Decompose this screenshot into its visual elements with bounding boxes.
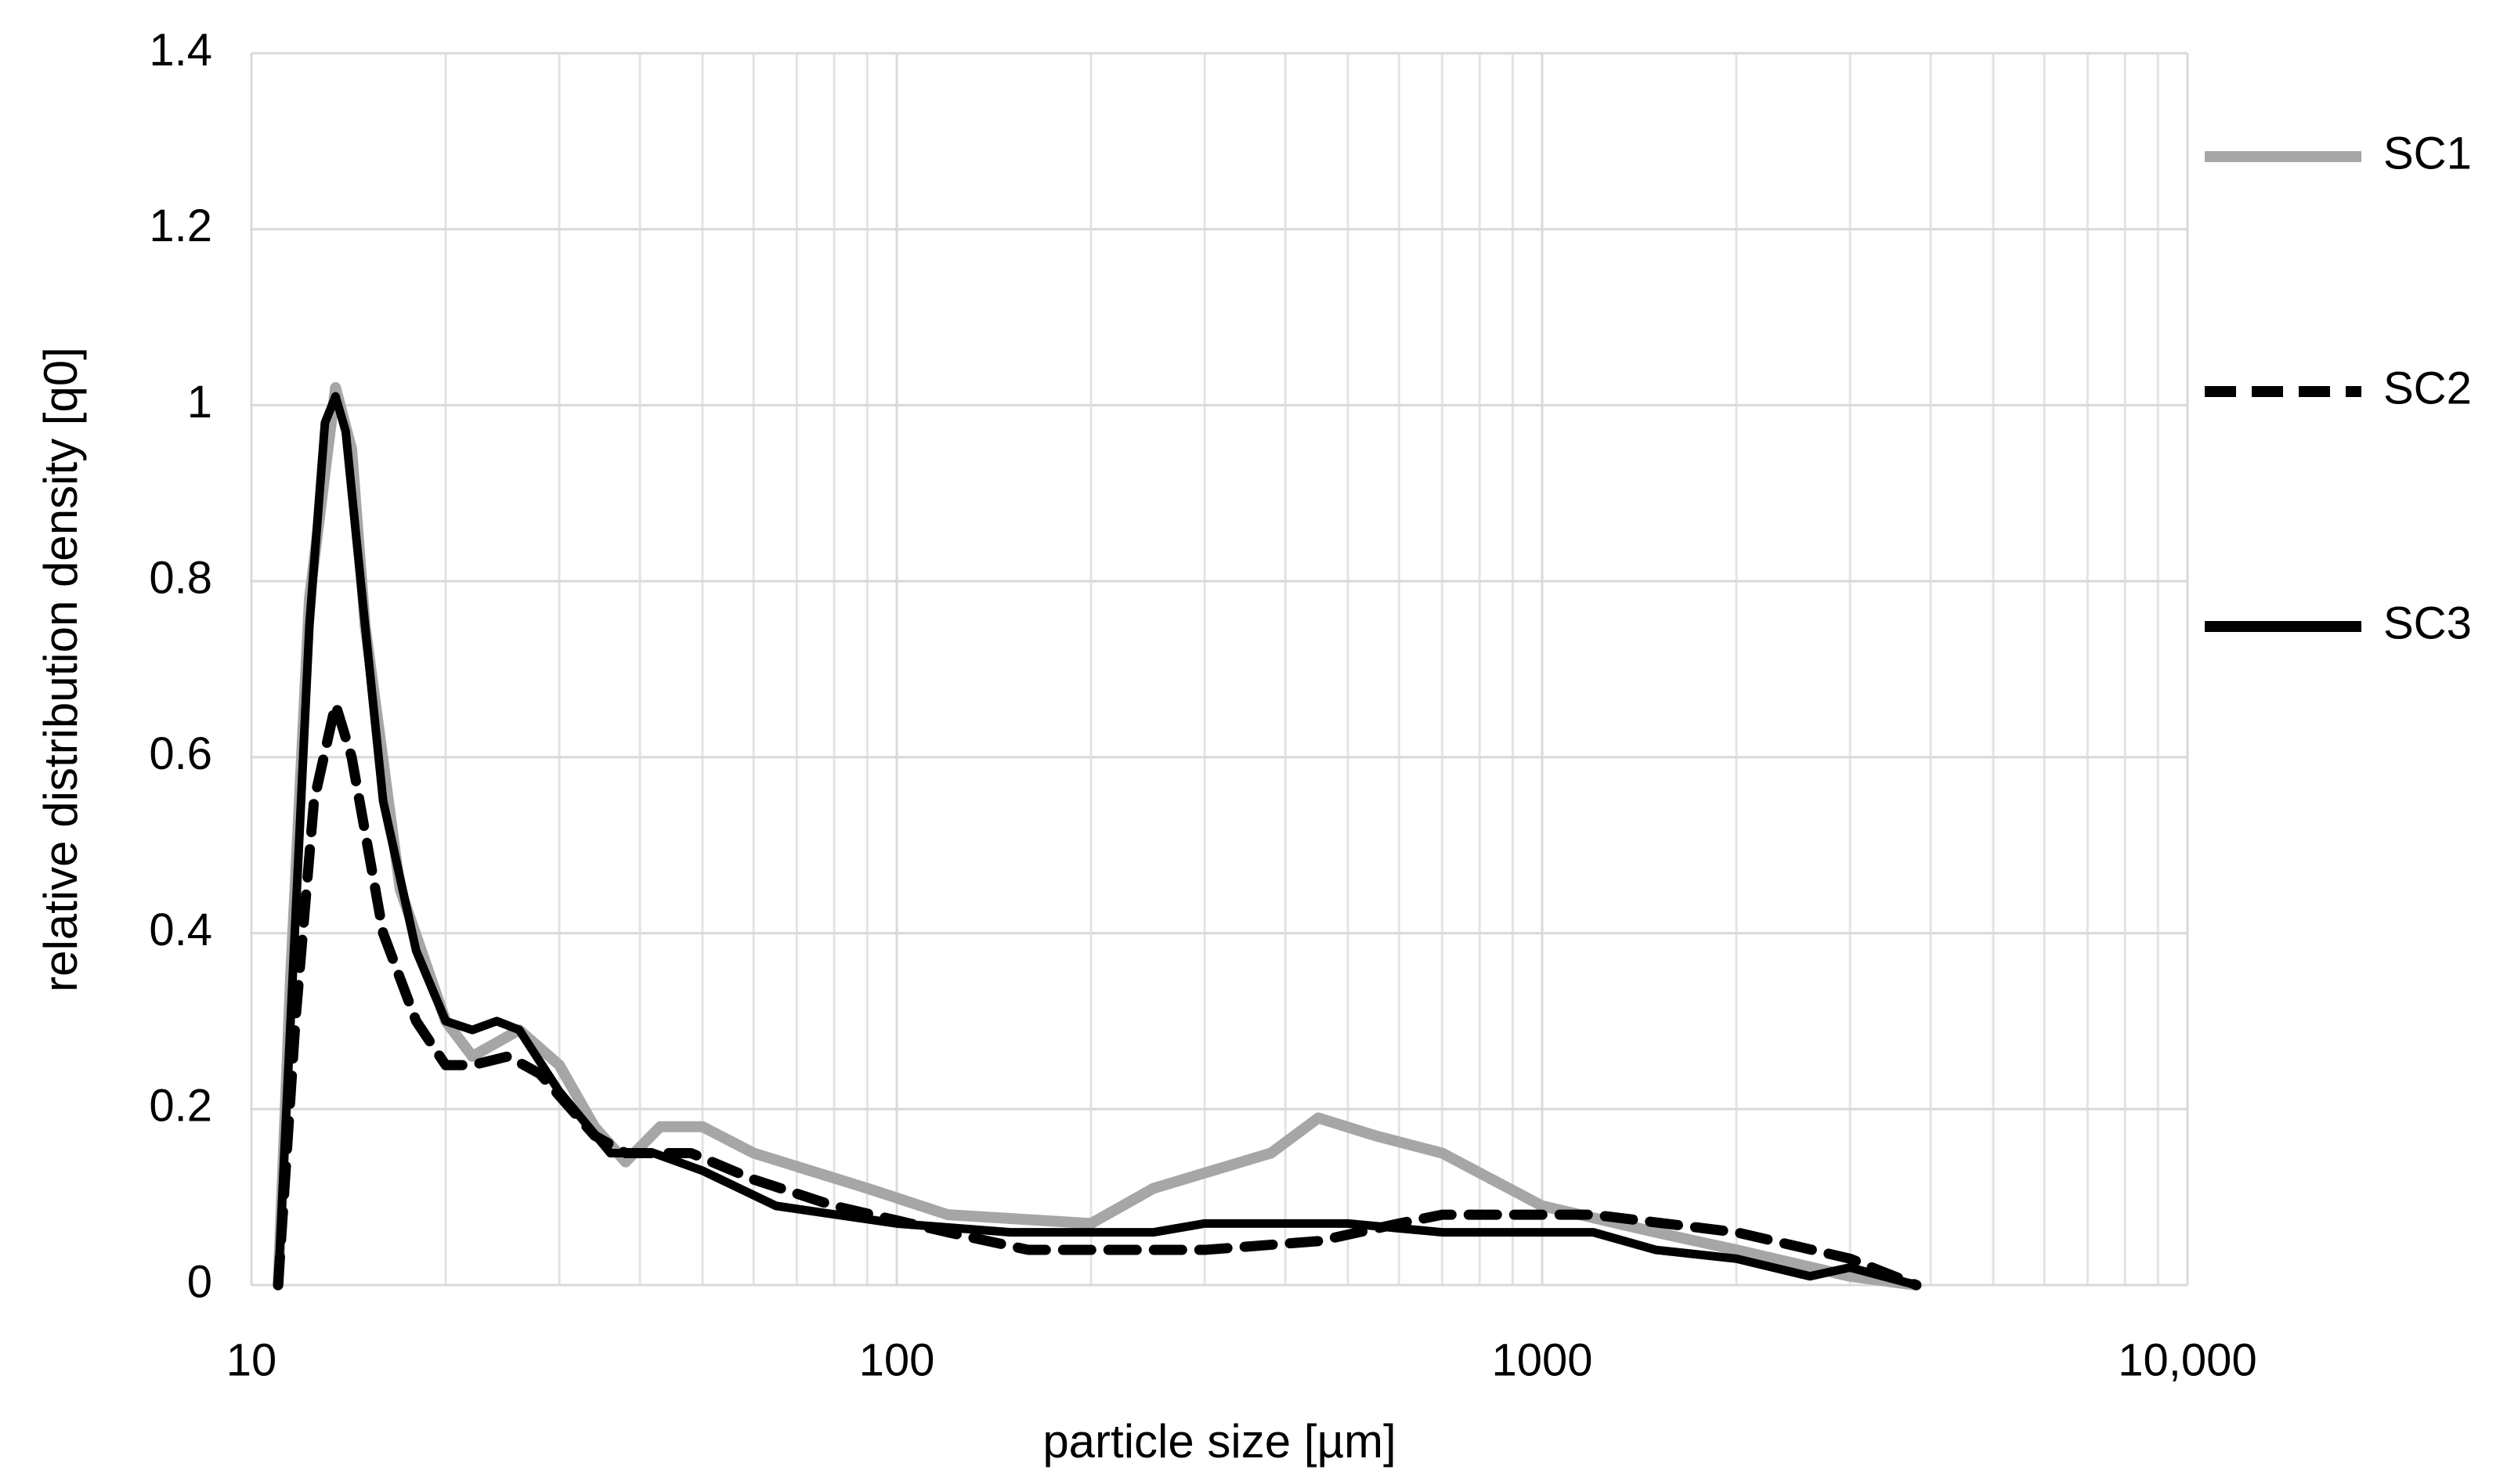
y-tick-label: 0 — [187, 1256, 212, 1307]
y-tick-label: 1 — [187, 377, 212, 428]
line-series — [273, 381, 1922, 1291]
y-tick-label: 1.4 — [149, 24, 212, 75]
y-tick-label: 1.2 — [149, 200, 212, 251]
legend-label: SC3 — [2383, 598, 2472, 648]
legend-label: SC1 — [2383, 128, 2472, 179]
x-tick-label: 10 — [226, 1334, 277, 1385]
line-series — [273, 392, 1921, 1290]
line-series — [273, 699, 1922, 1291]
y-axis-title: relative distribution density [q0] — [34, 347, 87, 992]
x-axis-title: particle size [µm] — [1042, 1415, 1396, 1468]
y-tick-label: 0.8 — [149, 552, 212, 603]
y-tick-label: 0.4 — [149, 904, 212, 955]
legend-label: SC2 — [2383, 363, 2472, 413]
y-tick-label: 0.6 — [149, 728, 212, 779]
x-tick-label: 100 — [859, 1334, 935, 1385]
x-tick-label: 1000 — [1491, 1334, 1592, 1385]
x-tick-label: 10,000 — [2118, 1334, 2256, 1385]
y-tick-label: 0.2 — [149, 1081, 212, 1132]
